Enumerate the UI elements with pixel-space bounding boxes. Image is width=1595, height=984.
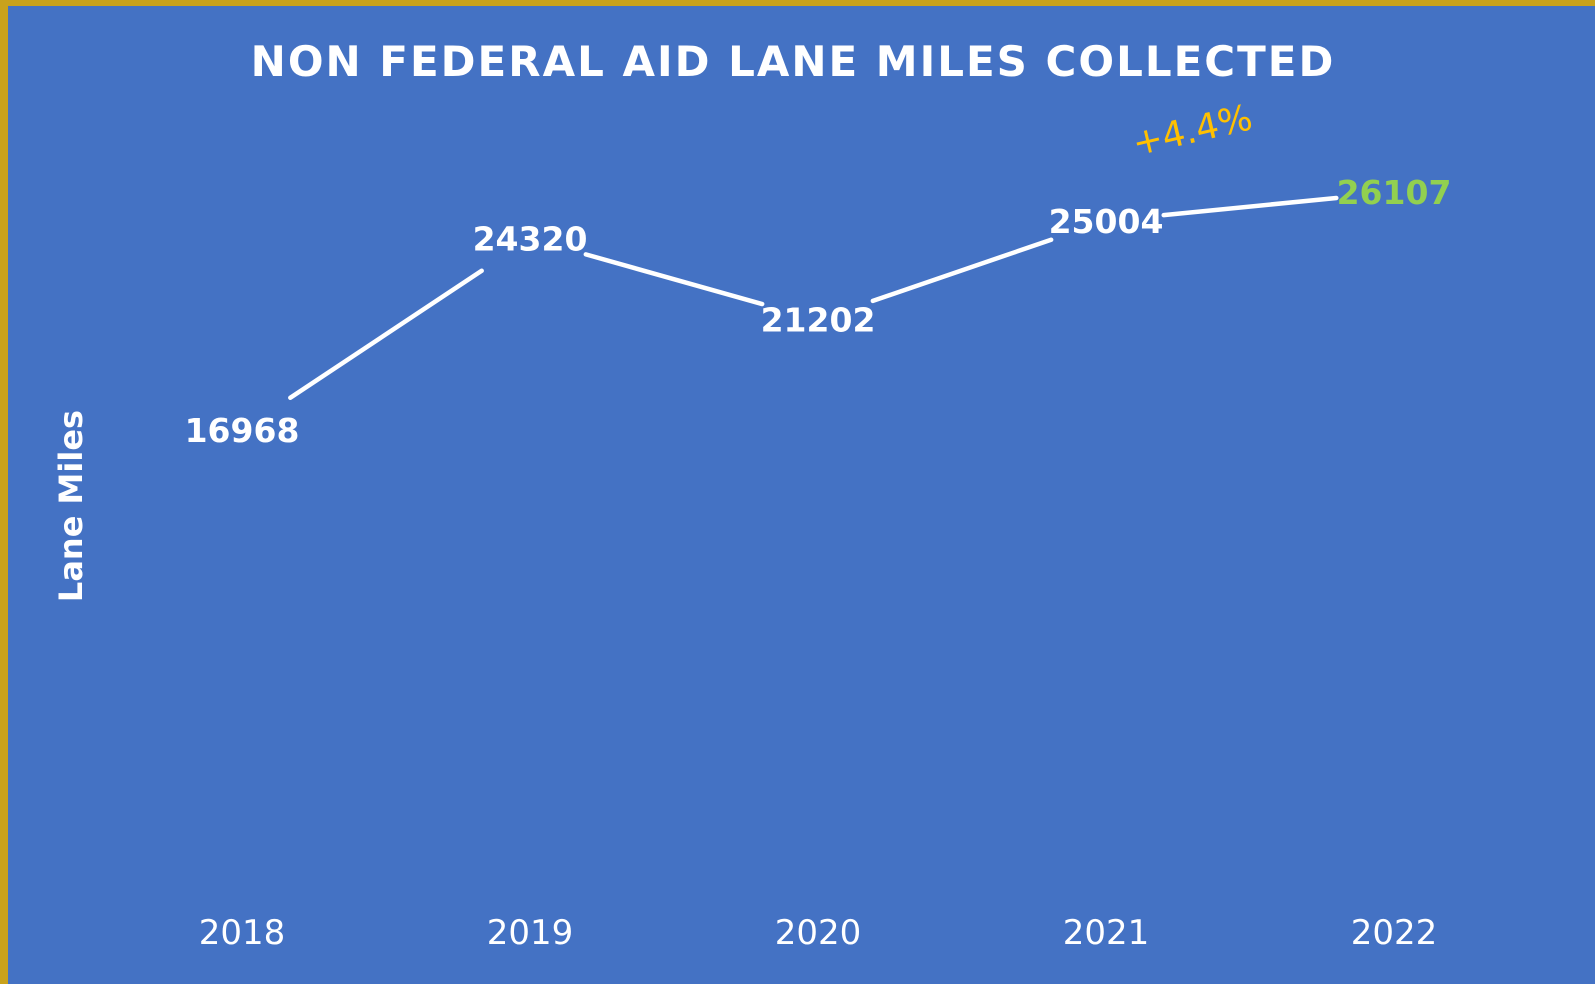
line-segment-2021-2022	[1161, 195, 1339, 218]
chart-title: NON FEDERAL AID LANE MILES COLLECTED	[251, 37, 1336, 86]
y-axis-label: Lane Miles	[52, 410, 90, 602]
data-label-2021: 25004	[1049, 202, 1164, 241]
data-label-2018: 16968	[185, 411, 300, 450]
data-labels: 16968 24320 21202 25004 26107	[185, 173, 1452, 450]
drop-lines	[241, 222, 1395, 871]
x-tick-2021: 2021	[1063, 913, 1150, 953]
data-label-2019: 24320	[473, 220, 588, 259]
series-line	[288, 195, 1339, 401]
line-chart: NON FEDERAL AID LANE MILES COLLECTED Lan…	[52, 37, 1452, 953]
chart-frame: NON FEDERAL AID LANE MILES COLLECTED Lan…	[8, 6, 1595, 984]
x-tick-2019: 2019	[487, 913, 574, 953]
x-tick-2020: 2020	[775, 913, 862, 953]
line-segment-2019-2020	[583, 252, 765, 307]
data-label-2020: 21202	[761, 301, 876, 340]
x-tick-2022: 2022	[1351, 913, 1438, 953]
change-annotation: +4.4%	[1129, 97, 1257, 164]
x-tick-2018: 2018	[199, 913, 286, 953]
data-label-2022: 26107	[1337, 173, 1452, 212]
line-segment-2018-2019	[288, 268, 484, 401]
x-axis-ticks: 2018 2019 2020 2021 2022	[199, 913, 1438, 953]
line-segment-2020-2021	[870, 237, 1054, 304]
